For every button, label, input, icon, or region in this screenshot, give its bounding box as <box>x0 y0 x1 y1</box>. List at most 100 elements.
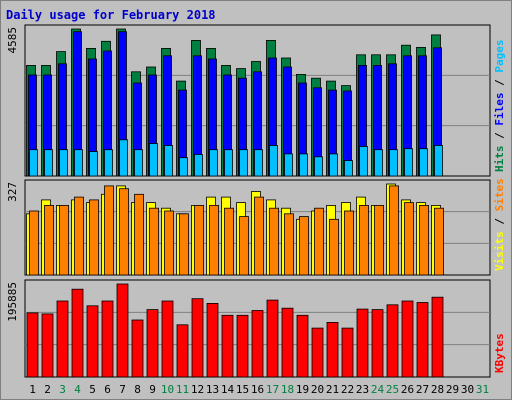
bar-kbytes-day-9 <box>146 309 159 378</box>
bar-kbytes-day-22 <box>341 327 354 378</box>
bar-kbytes-day-1 <box>26 312 39 378</box>
bar-sites-day-9 <box>149 207 159 276</box>
bar-kbytes-day-12 <box>191 298 204 378</box>
x-tick-label-13: 13 <box>206 383 219 396</box>
x-tick-label-5: 5 <box>89 383 96 396</box>
y-max-label-2: 327 <box>6 182 19 202</box>
bar-pages-day-14 <box>224 149 233 177</box>
x-tick-label-2: 2 <box>44 383 51 396</box>
bar-pages-day-11 <box>179 157 188 177</box>
bar-pages-day-17 <box>269 145 278 177</box>
x-tick-label-10: 10 <box>161 383 174 396</box>
bar-sites-day-22 <box>344 210 354 276</box>
bar-pages-day-15 <box>239 149 248 177</box>
legend-3: KBytes <box>493 333 506 373</box>
bar-sites-day-2 <box>44 204 54 276</box>
bar-sites-day-16 <box>254 196 264 276</box>
bar-pages-day-18 <box>284 153 293 177</box>
x-tick-label-28: 28 <box>431 383 444 396</box>
x-tick-label-14: 14 <box>221 383 235 396</box>
legend-1: Hits / Files / Pages <box>493 40 506 173</box>
bar-pages-day-26 <box>404 148 413 177</box>
x-tick-label-15: 15 <box>236 383 249 396</box>
x-tick-label-29: 29 <box>446 383 459 396</box>
bar-sites-day-7 <box>119 188 129 276</box>
bar-kbytes-day-18 <box>281 307 294 378</box>
x-tick-label-26: 26 <box>401 383 414 396</box>
bar-kbytes-day-13 <box>206 302 219 378</box>
legend-entry-hits: Hits <box>493 146 506 173</box>
legend-2: Visits / Sites <box>493 178 506 271</box>
bar-kbytes-day-20 <box>311 327 324 378</box>
x-tick-label-27: 27 <box>416 383 429 396</box>
x-tick-label-30: 30 <box>461 383 474 396</box>
bar-pages-day-22 <box>344 160 353 177</box>
bar-pages-day-21 <box>329 153 338 177</box>
bar-pages-day-13 <box>209 149 218 177</box>
bar-kbytes-day-24 <box>371 309 384 378</box>
bar-kbytes-day-17 <box>266 299 279 378</box>
bar-sites-day-28 <box>434 207 444 276</box>
bar-sites-day-14 <box>224 207 234 276</box>
x-tick-label-21: 21 <box>326 383 339 396</box>
bar-sites-day-3 <box>59 204 69 276</box>
bar-kbytes-day-10 <box>161 300 174 378</box>
y-max-label-3: 195885 <box>6 282 19 322</box>
bar-sites-day-26 <box>404 202 414 276</box>
bar-pages-day-2 <box>44 149 53 177</box>
bar-sites-day-20 <box>314 207 324 276</box>
bar-kbytes-day-11 <box>176 324 189 378</box>
bar-kbytes-day-28 <box>431 296 444 378</box>
bar-pages-day-20 <box>314 156 323 177</box>
bar-pages-day-6 <box>104 149 113 177</box>
x-tick-label-3: 3 <box>59 383 66 396</box>
bar-pages-day-8 <box>134 149 143 177</box>
bar-pages-day-12 <box>194 154 203 177</box>
bar-sites-day-25 <box>389 185 399 276</box>
bar-pages-day-4 <box>74 149 83 177</box>
bar-sites-day-8 <box>134 193 144 276</box>
bar-kbytes-day-21 <box>326 321 339 378</box>
bar-kbytes-day-25 <box>386 304 399 378</box>
bar-sites-day-13 <box>209 204 219 276</box>
bar-kbytes-day-16 <box>251 310 264 378</box>
bar-kbytes-day-26 <box>401 300 414 378</box>
bar-pages-day-16 <box>254 149 263 177</box>
bar-kbytes-day-15 <box>236 314 249 378</box>
x-tick-label-12: 12 <box>191 383 204 396</box>
x-tick-label-25: 25 <box>386 383 399 396</box>
x-tick-label-7: 7 <box>119 383 126 396</box>
bar-sites-day-6 <box>104 185 114 276</box>
x-tick-label-8: 8 <box>134 383 141 396</box>
legend-entry-pages: Pages <box>493 40 506 73</box>
bar-kbytes-day-27 <box>416 302 429 378</box>
bar-pages-day-25 <box>389 149 398 177</box>
bar-sites-day-10 <box>164 210 174 276</box>
bar-kbytes-day-4 <box>71 288 84 378</box>
x-tick-label-1: 1 <box>29 383 36 396</box>
x-tick-label-4: 4 <box>74 383 81 396</box>
bar-sites-day-19 <box>299 216 309 276</box>
legend-entry-kbytes: KBytes <box>493 333 506 373</box>
bar-kbytes-day-23 <box>356 308 369 378</box>
bar-sites-day-1 <box>29 210 39 276</box>
bar-sites-day-24 <box>374 204 384 276</box>
x-tick-label-20: 20 <box>311 383 324 396</box>
bar-pages-day-28 <box>434 145 443 177</box>
x-tick-label-22: 22 <box>341 383 354 396</box>
bar-kbytes-day-2 <box>41 313 54 378</box>
bar-pages-day-9 <box>149 143 158 177</box>
y-max-label-1: 4585 <box>6 27 19 54</box>
x-tick-label-16: 16 <box>251 383 264 396</box>
bar-pages-day-24 <box>374 149 383 177</box>
bar-pages-day-3 <box>59 149 68 177</box>
x-tick-label-24: 24 <box>371 383 385 396</box>
bar-sites-day-18 <box>284 213 294 276</box>
bar-pages-day-23 <box>359 146 368 177</box>
bar-kbytes-day-8 <box>131 319 144 378</box>
bar-kbytes-day-7 <box>116 283 129 378</box>
x-tick-label-9: 9 <box>149 383 156 396</box>
bar-sites-day-15 <box>239 216 249 276</box>
